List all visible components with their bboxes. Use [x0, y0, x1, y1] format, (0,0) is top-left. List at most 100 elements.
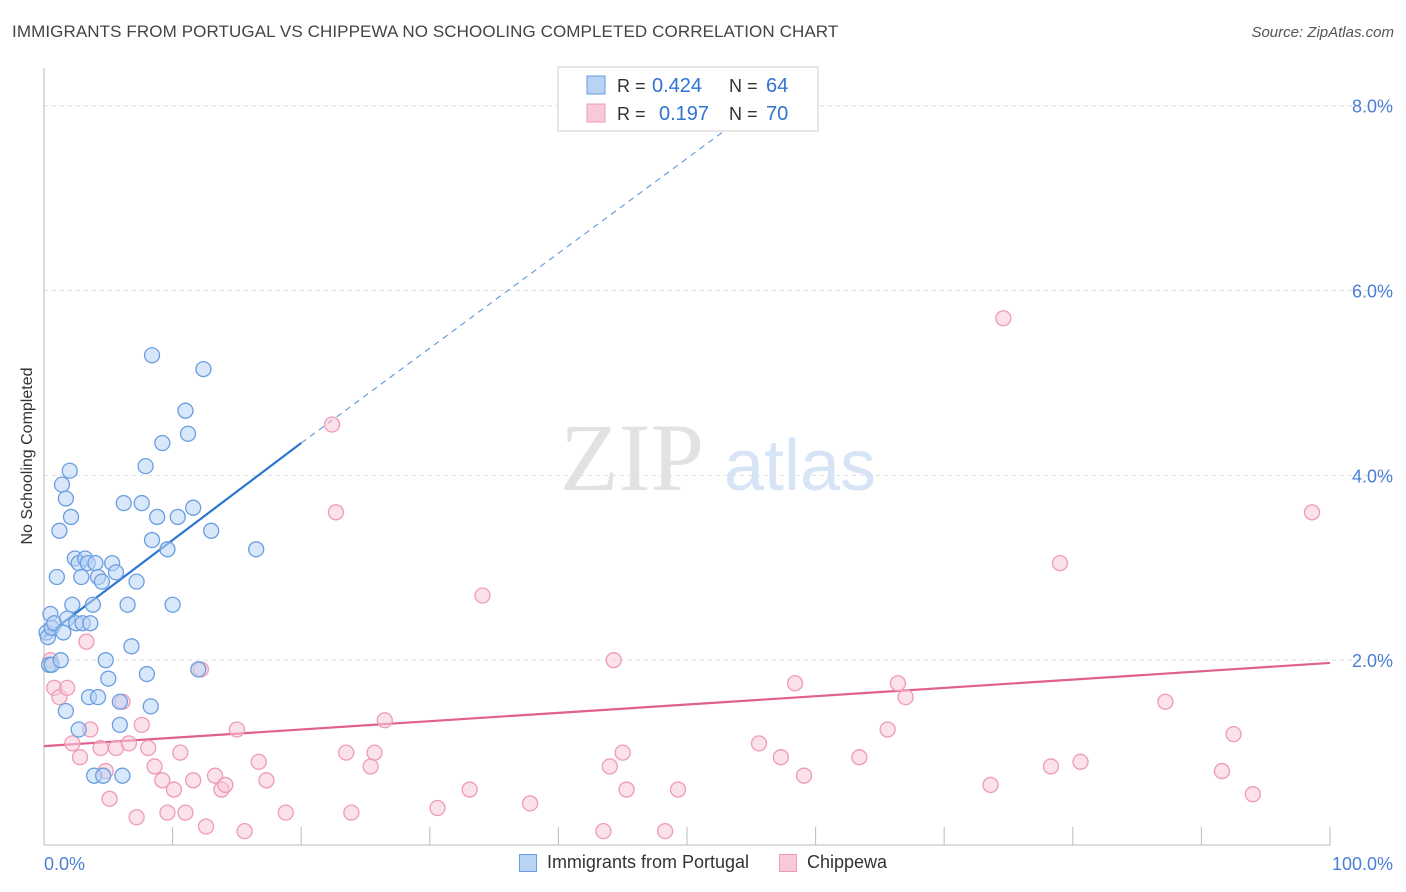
point-portugal [61, 462, 78, 479]
point-chippewa [995, 310, 1012, 327]
legend-swatch-pink [586, 103, 606, 123]
tick-labels: 2.0% 4.0% 6.0% 8.0% 0.0% 100.0% [44, 97, 1393, 874]
point-chippewa [618, 781, 635, 798]
point-chippewa [1213, 762, 1231, 780]
point-chippewa [185, 772, 202, 789]
point-chippewa [1303, 504, 1321, 521]
point-portugal [154, 434, 171, 452]
point-chippewa [601, 758, 618, 775]
point-portugal [57, 702, 75, 720]
legend-box: R = 0.424 N = 64 R = 0.197 N = 70 [557, 66, 819, 132]
point-chippewa [78, 633, 95, 650]
legend-label-chippewa: Chippewa [807, 852, 888, 872]
point-portugal [51, 522, 68, 539]
legend-r-value-1: 0.424 [652, 75, 702, 97]
legend-swatch-blue [586, 75, 606, 95]
point-chippewa [614, 744, 631, 761]
point-portugal [89, 688, 107, 706]
legend-n-label-2: N = [729, 104, 758, 124]
point-chippewa [197, 818, 215, 835]
point-chippewa [786, 675, 804, 692]
point-chippewa [58, 679, 76, 697]
point-chippewa [879, 721, 896, 738]
point-chippewa [236, 822, 253, 840]
legend-r-label-2: R = [617, 104, 646, 124]
legend-n-value-1: 64 [766, 75, 788, 97]
point-chippewa [338, 744, 355, 761]
point-chippewa [897, 688, 914, 706]
point-chippewa [656, 822, 674, 840]
point-chippewa [146, 758, 163, 775]
point-chippewa [277, 804, 294, 821]
axes [43, 68, 1331, 846]
point-portugal [195, 360, 212, 378]
point-chippewa [461, 781, 478, 798]
point-portugal [111, 716, 129, 734]
point-portugal [53, 476, 71, 493]
point-chippewa [177, 804, 194, 821]
point-portugal [62, 508, 80, 526]
point-chippewa [165, 781, 183, 798]
point-chippewa [258, 772, 275, 789]
point-chippewa [128, 809, 145, 826]
point-portugal [119, 596, 136, 613]
point-chippewa [366, 744, 383, 761]
point-chippewa [71, 749, 89, 766]
point-chippewa [474, 587, 491, 604]
point-portugal [142, 698, 159, 715]
point-chippewa [669, 781, 687, 798]
point-chippewa [159, 804, 176, 821]
point-chippewa [140, 739, 157, 757]
legend-item-chippewa[interactable]: Chippewa [779, 852, 887, 873]
y-tick-label: 2.0% [1352, 651, 1393, 671]
point-chippewa [64, 735, 81, 752]
legend-item-portugal[interactable]: Immigrants from Portugal [518, 852, 749, 873]
point-portugal [179, 425, 197, 442]
point-portugal [100, 670, 117, 687]
point-chippewa [605, 652, 622, 669]
y-tick-label: 4.0% [1352, 466, 1393, 486]
watermark: ZIP atlas [560, 404, 876, 511]
point-chippewa [154, 772, 171, 789]
point-chippewa [595, 822, 612, 840]
point-portugal [107, 564, 125, 581]
point-portugal [84, 596, 102, 613]
point-chippewa [1072, 753, 1089, 770]
point-portugal [137, 457, 154, 475]
point-chippewa [851, 749, 868, 766]
point-chippewa [1157, 693, 1174, 710]
point-chippewa [172, 744, 189, 761]
point-portugal [159, 541, 176, 558]
point-portugal [55, 624, 72, 641]
point-chippewa [750, 735, 768, 752]
legend-swatch-chippewa [779, 853, 797, 872]
point-chippewa [376, 712, 393, 729]
point-portugal [164, 596, 181, 613]
point-portugal [177, 402, 194, 419]
watermark-atlas: atlas [724, 426, 876, 506]
legend-bottom: Immigrants from Portugal Chippewa [0, 852, 1406, 873]
point-chippewa [250, 753, 267, 770]
point-portugal [70, 721, 87, 738]
point-chippewa [206, 767, 224, 784]
point-portugal [93, 573, 111, 590]
source-credit: Source: ZipAtlas.com [1251, 24, 1394, 41]
legend-swatch-portugal [518, 853, 537, 872]
point-chippewa [362, 758, 379, 775]
legend-n-label-1: N = [729, 76, 758, 96]
point-chippewa [429, 799, 446, 817]
point-portugal [143, 531, 161, 549]
y-tick-label: 8.0% [1352, 97, 1393, 117]
point-portugal [87, 555, 104, 572]
point-chippewa [323, 416, 341, 433]
point-chippewa [1051, 555, 1069, 572]
point-portugal [82, 615, 99, 632]
point-chippewa [92, 739, 109, 757]
legend-n-value-2: 70 [766, 103, 788, 125]
chart-title: IMMIGRANTS FROM PORTUGAL VS CHIPPEWA NO … [12, 22, 839, 41]
point-portugal [64, 596, 81, 613]
point-chippewa [343, 804, 360, 821]
data-points [38, 310, 1321, 840]
point-portugal [128, 573, 145, 590]
